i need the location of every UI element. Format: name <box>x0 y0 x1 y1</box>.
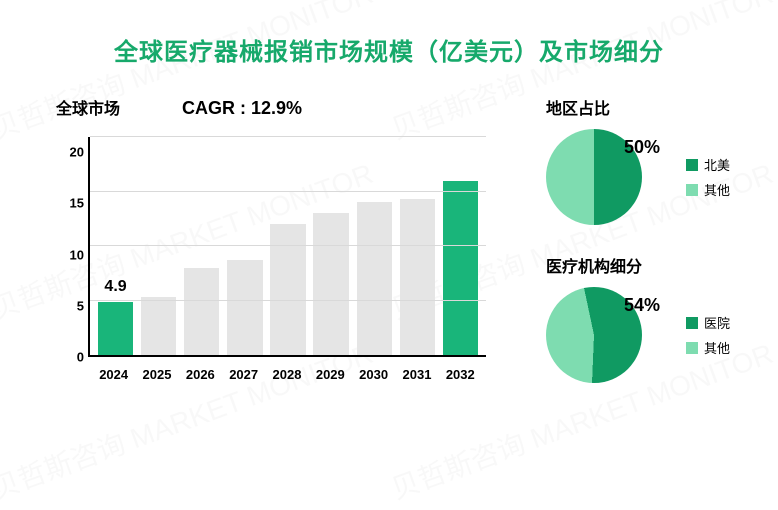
bar-chart-area: 全球市场 CAGR : 12.9% 05101520 4.9 202420252… <box>56 95 516 411</box>
bar-slot: 4.9 <box>94 137 137 355</box>
bar-slot <box>396 137 439 355</box>
bar <box>313 213 348 355</box>
bar-slot <box>439 137 482 355</box>
bar <box>98 302 133 355</box>
bar <box>227 260 262 355</box>
pie-block: 医疗机构细分 54% 医院其他 <box>546 253 738 383</box>
bar <box>184 268 219 355</box>
x-tick: 2024 <box>92 361 135 389</box>
bar-value-label: 4.9 <box>104 278 126 296</box>
x-tick: 2030 <box>352 361 395 389</box>
y-tick: 0 <box>56 350 84 365</box>
pie-percent-label: 54% <box>624 295 660 316</box>
bar-slot <box>137 137 180 355</box>
legend-label: 其他 <box>704 180 730 199</box>
pie-wrap: 50% <box>546 129 642 225</box>
legend-swatch <box>686 159 698 171</box>
pie-title: 医疗机构细分 <box>546 253 738 277</box>
legend-label: 北美 <box>704 155 730 174</box>
bar <box>400 199 435 355</box>
grid-line <box>90 300 486 301</box>
plot-region: 4.9 <box>88 137 486 357</box>
x-tick: 2028 <box>265 361 308 389</box>
x-tick: 2032 <box>439 361 482 389</box>
bar <box>357 202 392 355</box>
legend-item: 其他 <box>686 180 730 199</box>
legend-item: 北美 <box>686 155 730 174</box>
bar-chart: 05101520 4.9 202420252026202720282029203… <box>56 137 486 389</box>
x-tick: 2027 <box>222 361 265 389</box>
bar <box>443 181 478 355</box>
legend-label: 医院 <box>704 313 730 332</box>
pie-legend: 医院其他 <box>686 307 730 363</box>
x-tick: 2025 <box>135 361 178 389</box>
y-axis: 05101520 <box>56 137 84 357</box>
pie-row: 54% 医院其他 <box>546 287 738 383</box>
x-tick: 2029 <box>309 361 352 389</box>
legend-swatch <box>686 184 698 196</box>
legend-label: 其他 <box>704 338 730 357</box>
pies-area: 地区占比50%北美其他医疗机构细分54%医院其他 <box>516 95 738 411</box>
pie-row: 50% 北美其他 <box>546 129 738 225</box>
pie-title: 地区占比 <box>546 95 738 119</box>
bar-slot <box>266 137 309 355</box>
page-title: 全球医疗器械报销市场规模（亿美元）及市场细分 <box>0 0 778 67</box>
x-tick: 2026 <box>179 361 222 389</box>
bar-slot <box>353 137 396 355</box>
x-tick: 2031 <box>395 361 438 389</box>
grid-line <box>90 136 486 137</box>
legend-swatch <box>686 342 698 354</box>
legend-swatch <box>686 317 698 329</box>
y-tick: 15 <box>56 196 84 211</box>
pie-percent-label: 50% <box>624 137 660 158</box>
y-tick: 10 <box>56 247 84 262</box>
pie-block: 地区占比 50% 北美其他 <box>546 95 738 225</box>
legend-item: 医院 <box>686 313 730 332</box>
pie-wrap: 54% <box>546 287 642 383</box>
bar-slot <box>180 137 223 355</box>
bar-slot <box>223 137 266 355</box>
x-axis: 202420252026202720282029203020312032 <box>88 361 486 389</box>
bars-container: 4.9 <box>90 137 486 355</box>
bar-chart-subhead: 全球市场 <box>56 95 120 119</box>
grid-line <box>90 245 486 246</box>
pie-legend: 北美其他 <box>686 149 730 205</box>
y-tick: 20 <box>56 145 84 160</box>
bar <box>141 297 176 355</box>
bar <box>270 224 305 355</box>
legend-item: 其他 <box>686 338 730 357</box>
cagr-label: CAGR : 12.9% <box>182 98 302 119</box>
y-tick: 5 <box>56 298 84 313</box>
grid-line <box>90 191 486 192</box>
bar-slot <box>310 137 353 355</box>
